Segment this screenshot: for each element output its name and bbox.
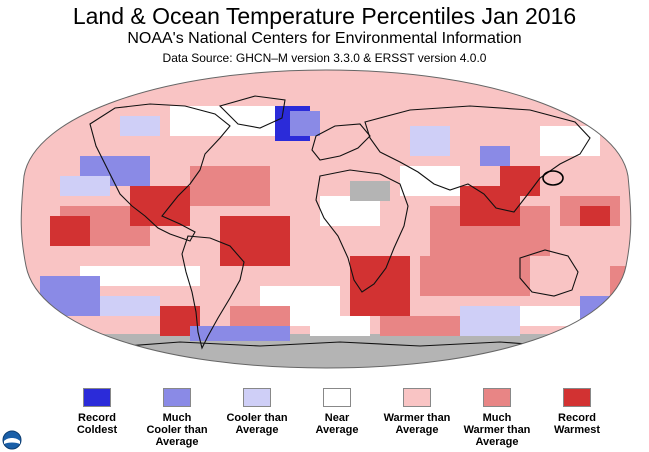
legend-swatch: [83, 388, 111, 407]
anomaly-cell: [460, 306, 520, 336]
anomaly-cell: [350, 181, 390, 201]
legend-label: Record Warmest: [553, 412, 601, 436]
anomaly-cell: [420, 256, 530, 296]
legend-swatch: [163, 388, 191, 407]
anomaly-cell: [310, 316, 370, 336]
legend-cooler: Cooler than Average: [212, 388, 302, 436]
anomaly-cell: [500, 166, 540, 196]
legend-label: Warmer than Average: [383, 412, 451, 436]
legend-much-warmer: Much Warmer than Average: [452, 388, 542, 448]
anomaly-cell: [610, 266, 630, 306]
anomaly-cell: [380, 316, 460, 336]
anomaly-cell: [410, 126, 450, 156]
anomaly-cell: [190, 326, 290, 341]
anomaly-cell: [40, 276, 100, 316]
legend-swatch: [323, 388, 351, 407]
legend-near: Near Average: [292, 388, 382, 436]
legend-swatch: [483, 388, 511, 407]
anomaly-cell: [540, 126, 600, 156]
legend-swatch: [243, 388, 271, 407]
legend-record-warmest: Record Warmest: [532, 388, 622, 436]
legend-warmer: Warmer than Average: [372, 388, 462, 436]
legend-label: Record Coldest: [76, 412, 118, 436]
map-title: Land & Ocean Temperature Percentiles Jan…: [72, 3, 577, 29]
anomaly-cell: [480, 146, 510, 166]
anomaly-cell: [50, 216, 90, 246]
anomaly-cell: [21, 70, 631, 106]
anomaly-cell: [350, 256, 410, 316]
legend-label: Cooler than Average: [226, 412, 288, 436]
anomaly-cell: [100, 296, 160, 316]
legend-label: Much Cooler than Average: [146, 412, 208, 448]
anomaly-cell: [170, 106, 290, 136]
anomaly-cell: [580, 296, 630, 326]
legend-label: Much Warmer than Average: [463, 412, 531, 448]
anomaly-cell: [520, 306, 580, 326]
anomaly-cell: [60, 176, 110, 196]
map-outline: [20, 69, 632, 369]
noaa-logo: [2, 430, 22, 450]
world-percentile-map: [20, 69, 632, 369]
data-source: Data Source: GHCN–M version 3.3.0 & ERSS…: [162, 51, 487, 65]
anomaly-cell: [290, 111, 320, 136]
legend-swatch: [563, 388, 591, 407]
legend-much-cooler: Much Cooler than Average: [132, 388, 222, 448]
anomaly-cell: [580, 206, 610, 226]
antarctic-band: [21, 334, 631, 368]
legend-label: Near Average: [315, 412, 359, 436]
anomaly-cell: [130, 186, 190, 226]
legend-swatch: [403, 388, 431, 407]
legend-record-coldest: Record Coldest: [52, 388, 142, 436]
anomaly-cell: [190, 166, 270, 206]
anomaly-cell: [220, 216, 290, 266]
anomaly-cell: [80, 266, 200, 286]
anomaly-cell: [120, 116, 160, 136]
map-subtitle: NOAA's National Centers for Environmenta…: [127, 30, 522, 47]
coastlines: [89, 95, 591, 350]
highlight-circle: [542, 170, 564, 186]
anomaly-cell: [230, 306, 290, 326]
